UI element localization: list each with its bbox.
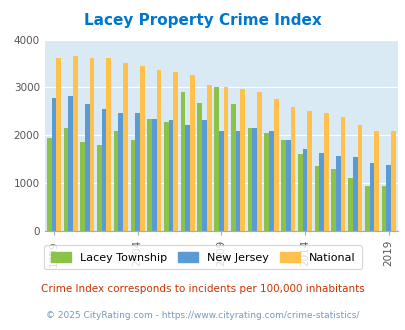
Legend: Lacey Township, New Jersey, National: Lacey Township, New Jersey, National xyxy=(44,245,361,270)
Bar xyxy=(230,104,235,231)
Bar xyxy=(369,163,373,231)
Bar xyxy=(290,107,294,231)
Text: Crime Index corresponds to incidents per 100,000 inhabitants: Crime Index corresponds to incidents per… xyxy=(41,284,364,294)
Bar xyxy=(147,118,151,231)
Bar xyxy=(135,113,140,231)
Bar xyxy=(264,133,269,231)
Bar xyxy=(235,130,240,231)
Bar xyxy=(340,117,345,231)
Bar xyxy=(297,154,302,231)
Bar xyxy=(90,58,94,231)
Bar xyxy=(85,104,90,231)
Text: © 2025 CityRating.com - https://www.cityrating.com/crime-statistics/: © 2025 CityRating.com - https://www.city… xyxy=(46,311,359,320)
Bar xyxy=(357,125,361,231)
Bar xyxy=(218,130,223,231)
Bar xyxy=(185,125,190,231)
Bar xyxy=(113,130,118,231)
Bar xyxy=(214,87,218,231)
Bar xyxy=(323,113,328,231)
Bar xyxy=(330,169,335,231)
Bar xyxy=(102,109,106,231)
Bar xyxy=(151,118,156,231)
Bar xyxy=(314,166,319,231)
Bar xyxy=(130,140,135,231)
Bar xyxy=(373,130,378,231)
Bar xyxy=(347,178,352,231)
Bar xyxy=(381,185,386,231)
Bar xyxy=(269,131,273,231)
Bar xyxy=(202,120,207,231)
Bar xyxy=(247,128,252,231)
Bar xyxy=(307,112,311,231)
Bar xyxy=(197,103,202,231)
Bar xyxy=(273,99,278,231)
Bar xyxy=(118,113,123,231)
Bar xyxy=(140,66,144,231)
Bar xyxy=(106,58,111,231)
Bar xyxy=(223,87,228,231)
Bar xyxy=(47,138,51,231)
Bar xyxy=(302,149,307,231)
Bar xyxy=(240,89,245,231)
Bar xyxy=(156,70,161,231)
Bar xyxy=(190,76,194,231)
Bar xyxy=(335,156,340,231)
Bar xyxy=(285,140,290,231)
Bar xyxy=(123,63,128,231)
Bar xyxy=(252,128,256,231)
Bar xyxy=(73,56,77,231)
Bar xyxy=(68,96,73,231)
Bar xyxy=(168,120,173,231)
Bar xyxy=(352,157,357,231)
Bar xyxy=(256,92,261,231)
Bar xyxy=(180,92,185,231)
Bar xyxy=(207,85,211,231)
Bar xyxy=(164,122,168,231)
Bar xyxy=(56,58,61,231)
Bar xyxy=(51,98,56,231)
Bar xyxy=(364,185,369,231)
Bar xyxy=(173,72,178,231)
Bar xyxy=(64,128,68,231)
Bar xyxy=(80,143,85,231)
Bar xyxy=(390,130,395,231)
Bar xyxy=(319,153,323,231)
Bar xyxy=(386,165,390,231)
Bar xyxy=(281,140,285,231)
Text: Lacey Property Crime Index: Lacey Property Crime Index xyxy=(84,13,321,28)
Bar xyxy=(97,145,102,231)
